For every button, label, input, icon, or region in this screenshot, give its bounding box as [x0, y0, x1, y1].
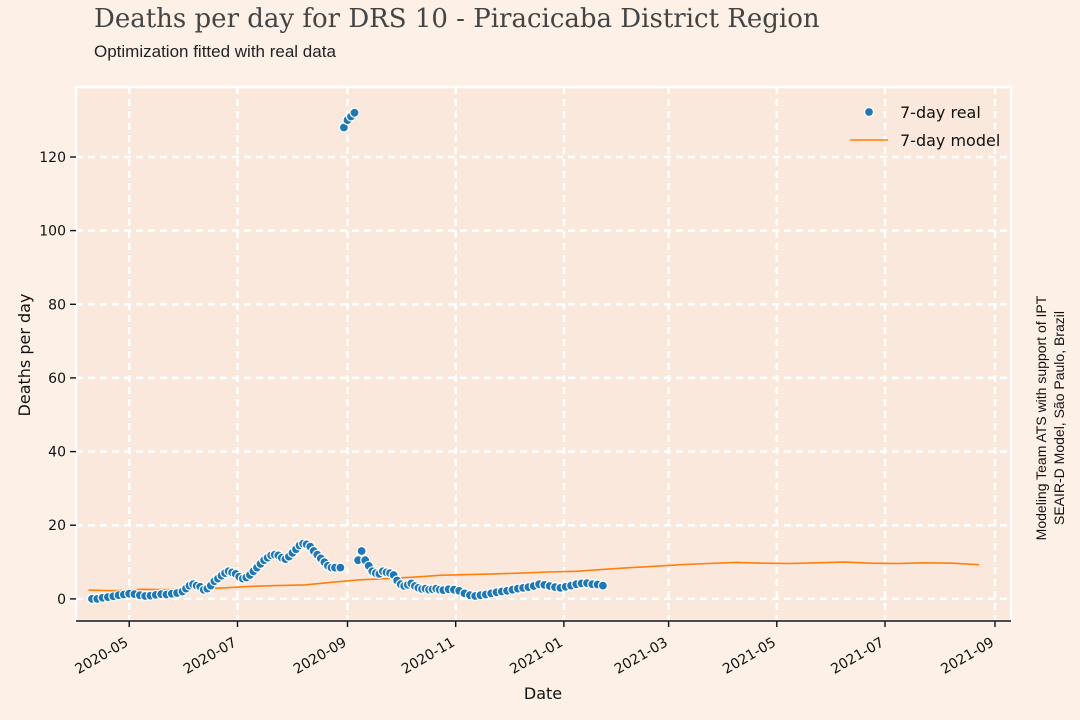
x-tick-label-4: 2021-01 [507, 635, 566, 678]
legend-label-model: 7-day model [900, 131, 1000, 150]
side-note-line-2: SEAIR-D Model, São Paulo, Brazil [1051, 311, 1067, 525]
x-tick-label-0: 2020-05 [73, 635, 132, 678]
real-point [349, 107, 360, 118]
y-tick-label-2: 40 [48, 445, 66, 461]
x-axis-ticks: 2020-05 2020-07 2020-09 2020-11 2021-01 2021-… [73, 621, 997, 678]
y-axis-title: Deaths per day [15, 294, 34, 417]
y-tick-label-6: 120 [39, 150, 66, 166]
x-tick-label-1: 2020-07 [181, 635, 240, 678]
chart-subtitle: Optimization fitted with real data [94, 42, 336, 61]
side-note: Modeling Team ATS with support of IPT SE… [1032, 238, 1068, 598]
series-layer [86, 107, 980, 605]
y-tick-label-5: 100 [39, 224, 66, 240]
plot-area [74, 85, 1013, 623]
y-tick-label-4: 80 [48, 297, 66, 313]
real-point [356, 545, 367, 557]
legend-marker-real [863, 106, 875, 118]
x-tick-label-7: 2021-07 [828, 635, 887, 678]
chart-title: Deaths per day for DRS 10 - Piracicaba D… [94, 4, 820, 34]
real-point [335, 562, 346, 573]
y-tick-label-0: 0 [57, 592, 66, 608]
y-tick-label-3: 60 [48, 371, 66, 387]
y-axis-ticks: 0 20 40 60 80 100 120 [39, 150, 76, 608]
legend-label-real: 7-day real [900, 103, 981, 122]
x-tick-label-2: 2020-09 [291, 635, 350, 678]
grid-lines [76, 87, 1011, 621]
side-note-line-1: Modeling Team ATS with support of IPT [1033, 295, 1049, 541]
y-tick-label-1: 20 [48, 518, 66, 534]
x-tick-label-6: 2021-05 [720, 635, 779, 678]
x-tick-label-3: 2020-11 [399, 635, 458, 678]
model-line [88, 561, 980, 592]
x-tick-label-8: 2021-09 [938, 635, 997, 678]
x-tick-label-5: 2021-03 [612, 635, 671, 678]
x-axis-title: Date [524, 684, 562, 703]
real-point [597, 580, 609, 591]
legend: 7-day real 7-day model [850, 103, 1000, 150]
